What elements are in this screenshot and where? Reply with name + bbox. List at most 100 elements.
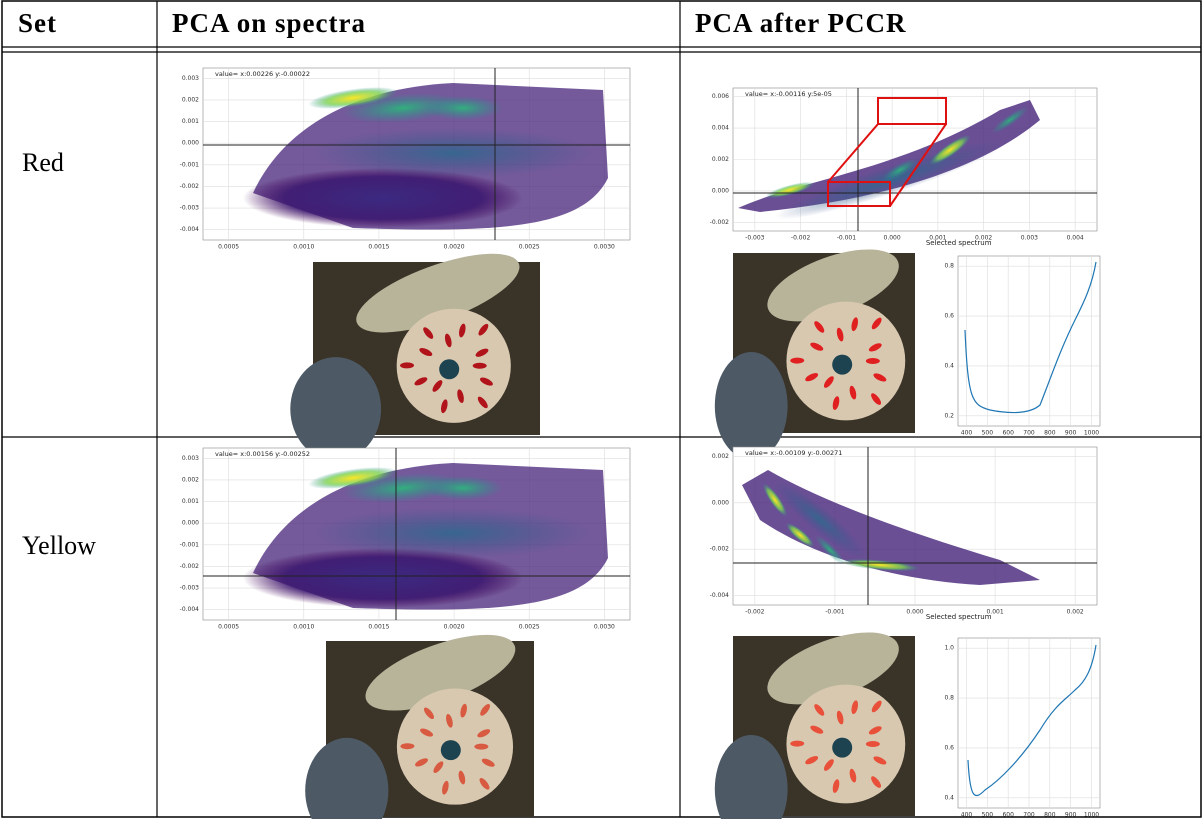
photo-petal <box>849 385 857 400</box>
y-tick-label: 0.8 <box>944 263 954 270</box>
photo-petal <box>459 323 466 338</box>
photo-petal <box>423 327 434 339</box>
y-tick-label: 0.002 <box>712 156 729 163</box>
photo-petal <box>790 357 805 364</box>
photo-petal <box>810 725 824 734</box>
photo-petal <box>832 779 840 793</box>
painting-photo <box>714 632 915 819</box>
value-text: value= x:0.00156 y:-0.00252 <box>215 450 310 458</box>
x-tick-label: 0.0015 <box>368 624 389 631</box>
photo-petal <box>871 700 882 713</box>
photo-petal <box>832 396 840 410</box>
photo-petal <box>865 358 880 364</box>
density-blob <box>929 134 971 166</box>
highlight-link <box>827 123 947 207</box>
y-tick-label: 1.0 <box>944 645 954 652</box>
photo-petal <box>849 768 857 783</box>
plot: -0.003 -0.002 -0.001 0.000 0.001 0.002 0.003 0.… <box>710 87 1098 247</box>
photo-petal <box>400 362 415 369</box>
x-tick-label: -0.003 <box>745 235 765 242</box>
x-tick-label: 0.001 <box>986 609 1003 616</box>
y-tick-label: 0.000 <box>712 499 729 506</box>
painting-photo <box>714 249 915 460</box>
painting-photo <box>290 253 540 461</box>
y-tick-label: -0.002 <box>710 546 730 553</box>
y-tick-label: -0.001 <box>180 541 200 548</box>
photo-petal <box>472 362 487 369</box>
photo-petal <box>419 347 433 357</box>
density-blob <box>423 476 503 500</box>
y-tick-label: 0.001 <box>182 498 199 505</box>
photo-center <box>440 740 461 761</box>
y-tick-label: -0.004 <box>180 226 200 233</box>
x-tick-label: 0.003 <box>1021 235 1038 242</box>
photo-petal <box>814 704 825 716</box>
photo-petal <box>460 703 467 718</box>
photo-petal <box>400 743 415 750</box>
photo-petal <box>414 377 428 386</box>
photo-petal <box>480 377 493 386</box>
photo-drape <box>305 737 389 819</box>
photo-petal <box>480 704 491 716</box>
photo-petal <box>865 741 880 747</box>
photo-center <box>832 737 853 758</box>
y-tick-label: 0.002 <box>182 476 199 483</box>
y-tick-label: 0.000 <box>182 140 199 147</box>
photo-petal <box>444 333 452 348</box>
value-text: value= x:-0.00109 y:-0.00271 <box>745 449 842 457</box>
photo-petal <box>457 389 464 404</box>
y-tick-label: -0.002 <box>710 219 730 226</box>
highlight-box <box>827 181 891 207</box>
y-tick-label: 0.6 <box>944 313 954 320</box>
density-blob <box>313 128 593 178</box>
photo-center <box>439 359 460 380</box>
y-tick-label: -0.003 <box>180 585 200 592</box>
x-tick-label: 700 <box>1023 430 1035 437</box>
x-tick-label: 0.0025 <box>519 244 540 251</box>
point-cloud <box>742 470 1040 585</box>
y-tick-label: 0.006 <box>712 93 729 100</box>
y-tick-label: -0.003 <box>180 205 200 212</box>
photo-petal <box>432 380 443 392</box>
x-tick-label: 600 <box>1002 812 1014 819</box>
density-blob <box>313 508 593 558</box>
plot: -0.002 -0.001 0.000 0.001 0.002 0.002 0.000 -0.… <box>710 446 1098 621</box>
header-cell: PCA on spectra <box>172 8 366 38</box>
density-blob <box>840 558 920 572</box>
density-blob <box>423 96 503 120</box>
x-tick-label: 0.0010 <box>293 624 314 631</box>
density-blob <box>243 548 523 608</box>
photo-leaf <box>767 632 899 705</box>
x-tick-label: 0.0005 <box>218 624 239 631</box>
y-tick-label: 0.001 <box>182 118 199 125</box>
plot: 400 500 600 700 800 900 1000 1.0 0.8 0.6 0.4 <box>944 637 1101 819</box>
x-tick-label: 0.000 <box>884 235 901 242</box>
photo-center <box>832 354 853 375</box>
y-tick-label: -0.004 <box>180 606 200 613</box>
density-blob <box>308 467 398 489</box>
x-tick-label: 1000 <box>1084 430 1099 437</box>
photo-petal <box>814 321 825 333</box>
photo-petal <box>868 343 882 352</box>
spectrum-curve <box>967 644 1097 797</box>
y-tick-label: 0.002 <box>712 453 729 460</box>
photo-drape <box>290 357 382 461</box>
photo-petal <box>810 342 824 351</box>
photo-petal <box>805 373 819 382</box>
x-tick-label: -0.002 <box>745 609 765 616</box>
y-tick-label: 0.003 <box>182 75 199 82</box>
row-label: Yellow <box>22 531 96 560</box>
x-axis-label: Selected spectrum <box>926 239 992 247</box>
y-tick-label: 0.6 <box>944 744 954 751</box>
row-label: Red <box>22 148 64 177</box>
x-tick-label: 0.0025 <box>519 624 540 631</box>
photo-leaf <box>767 249 899 322</box>
photo-petal <box>836 327 844 342</box>
photo-drape <box>714 735 788 819</box>
photo-leaf <box>356 253 520 333</box>
x-tick-label: 0.002 <box>1067 609 1084 616</box>
x-tick-label: 900 <box>1065 430 1077 437</box>
y-tick-label: -0.002 <box>180 183 200 190</box>
